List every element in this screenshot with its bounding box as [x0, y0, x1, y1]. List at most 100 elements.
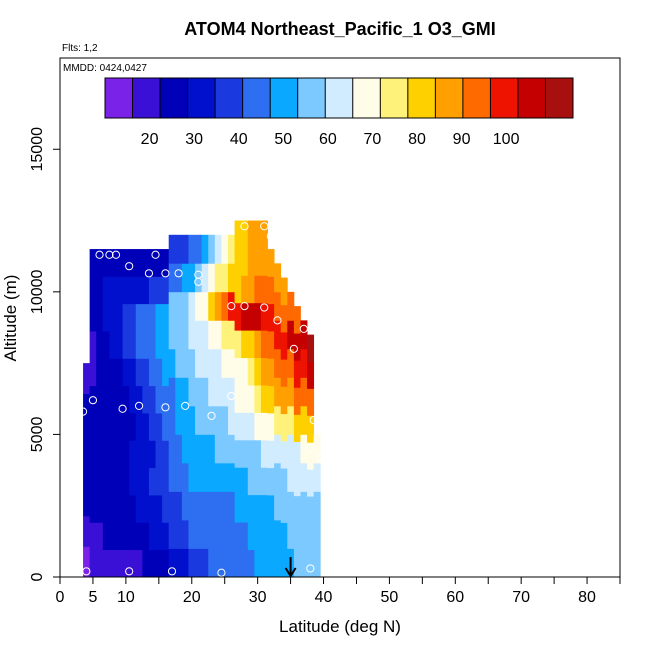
heat-cell [267, 276, 275, 305]
heat-cell [214, 234, 222, 264]
heat-cell [89, 331, 97, 359]
heat-cell [267, 522, 275, 551]
heat-cell [168, 434, 176, 464]
heat-cell [254, 220, 262, 249]
heat-cell [162, 495, 170, 523]
heat-cell [208, 462, 216, 492]
colorbar-segment [462, 78, 491, 118]
heat-cell [175, 462, 183, 492]
x-tick-label: 60 [446, 589, 464, 606]
heat-cell [162, 413, 170, 441]
heat-cell [142, 249, 150, 277]
heat-cell [201, 462, 209, 492]
heat-cell [168, 405, 176, 435]
heat-cell [241, 439, 249, 468]
heat-cell [241, 494, 249, 523]
heat-cell [122, 358, 130, 387]
heat-cell [260, 247, 268, 276]
heat-cell [201, 519, 209, 549]
heat-cell [181, 263, 189, 293]
heat-cell [135, 495, 143, 523]
heat-cell [175, 434, 183, 464]
heat-cell [267, 358, 275, 387]
colorbar-frame [104, 77, 574, 119]
heat-cell [96, 413, 104, 441]
heat-cell [162, 276, 170, 305]
x-tick-label: 80 [578, 589, 596, 606]
heat-cell [221, 291, 229, 321]
sample-point [82, 567, 91, 576]
heat-cell [122, 249, 130, 277]
heat-cell [175, 348, 183, 378]
heat-cell [214, 434, 222, 464]
sample-point [306, 444, 315, 453]
heat-cell [201, 405, 209, 435]
heat-cell [234, 385, 242, 413]
heat-cell [241, 302, 249, 331]
sample-point [227, 391, 236, 401]
sample-point [161, 403, 170, 412]
heat-cell [208, 434, 216, 464]
heat-cell [221, 405, 229, 435]
heat-cell [175, 291, 183, 321]
heat-cell [287, 320, 295, 350]
heat-cell [168, 491, 176, 521]
heat-cell [234, 330, 242, 359]
heat-cell [221, 263, 229, 293]
heat-cell [254, 357, 262, 386]
heat-cell [142, 358, 150, 387]
heat-cell [274, 491, 282, 521]
heat-cell [195, 320, 203, 350]
heat-cell [188, 377, 196, 407]
heat-cell [247, 467, 255, 496]
sample-point [217, 568, 226, 577]
heat-cell [188, 462, 196, 492]
heat-cell [181, 377, 189, 407]
heat-cell [89, 440, 97, 469]
heat-cell [260, 494, 268, 523]
heat-cell [234, 494, 242, 523]
heat-cell [293, 414, 301, 442]
heat-cell [102, 249, 110, 277]
heat-cell [162, 467, 170, 496]
heat-cell [155, 495, 163, 523]
heat-cell [188, 263, 196, 293]
heat-cell [254, 247, 262, 276]
y-tick-label: 5000 [29, 417, 46, 453]
heat-cell [241, 549, 249, 578]
heat-cell [214, 519, 222, 549]
colorbar-segment [435, 78, 464, 118]
heat-cell [274, 405, 282, 435]
heat-cell [122, 303, 130, 332]
sample-point [125, 262, 134, 271]
heat-cell [254, 467, 262, 496]
heat-cell [155, 358, 163, 387]
heat-cell [307, 388, 315, 416]
heat-cell [135, 413, 143, 441]
heat-cell [83, 424, 91, 456]
heat-cell [195, 348, 203, 378]
heat-cell [109, 385, 117, 414]
heat-cell [274, 320, 282, 350]
colorbar-segment [242, 78, 271, 118]
heat-cell [247, 330, 255, 359]
heat-cell [89, 358, 97, 387]
heat-cell [274, 263, 282, 293]
heat-cell [293, 441, 301, 470]
heat-cell [260, 330, 268, 359]
heat-cell [300, 405, 308, 435]
heat-cell [168, 377, 176, 407]
heat-cell [96, 276, 104, 305]
heat-cell [201, 291, 209, 321]
heat-cell [102, 303, 110, 332]
heat-cell [168, 234, 176, 264]
plot-area [78, 220, 325, 578]
heat-cell [162, 440, 170, 469]
heat-cell [102, 549, 110, 578]
heat-cell [122, 549, 130, 578]
heat-cell [148, 303, 156, 332]
heat-cell [122, 467, 130, 496]
heat-cell [254, 439, 262, 468]
heat-cell [228, 434, 235, 464]
heat-cell [228, 462, 235, 492]
